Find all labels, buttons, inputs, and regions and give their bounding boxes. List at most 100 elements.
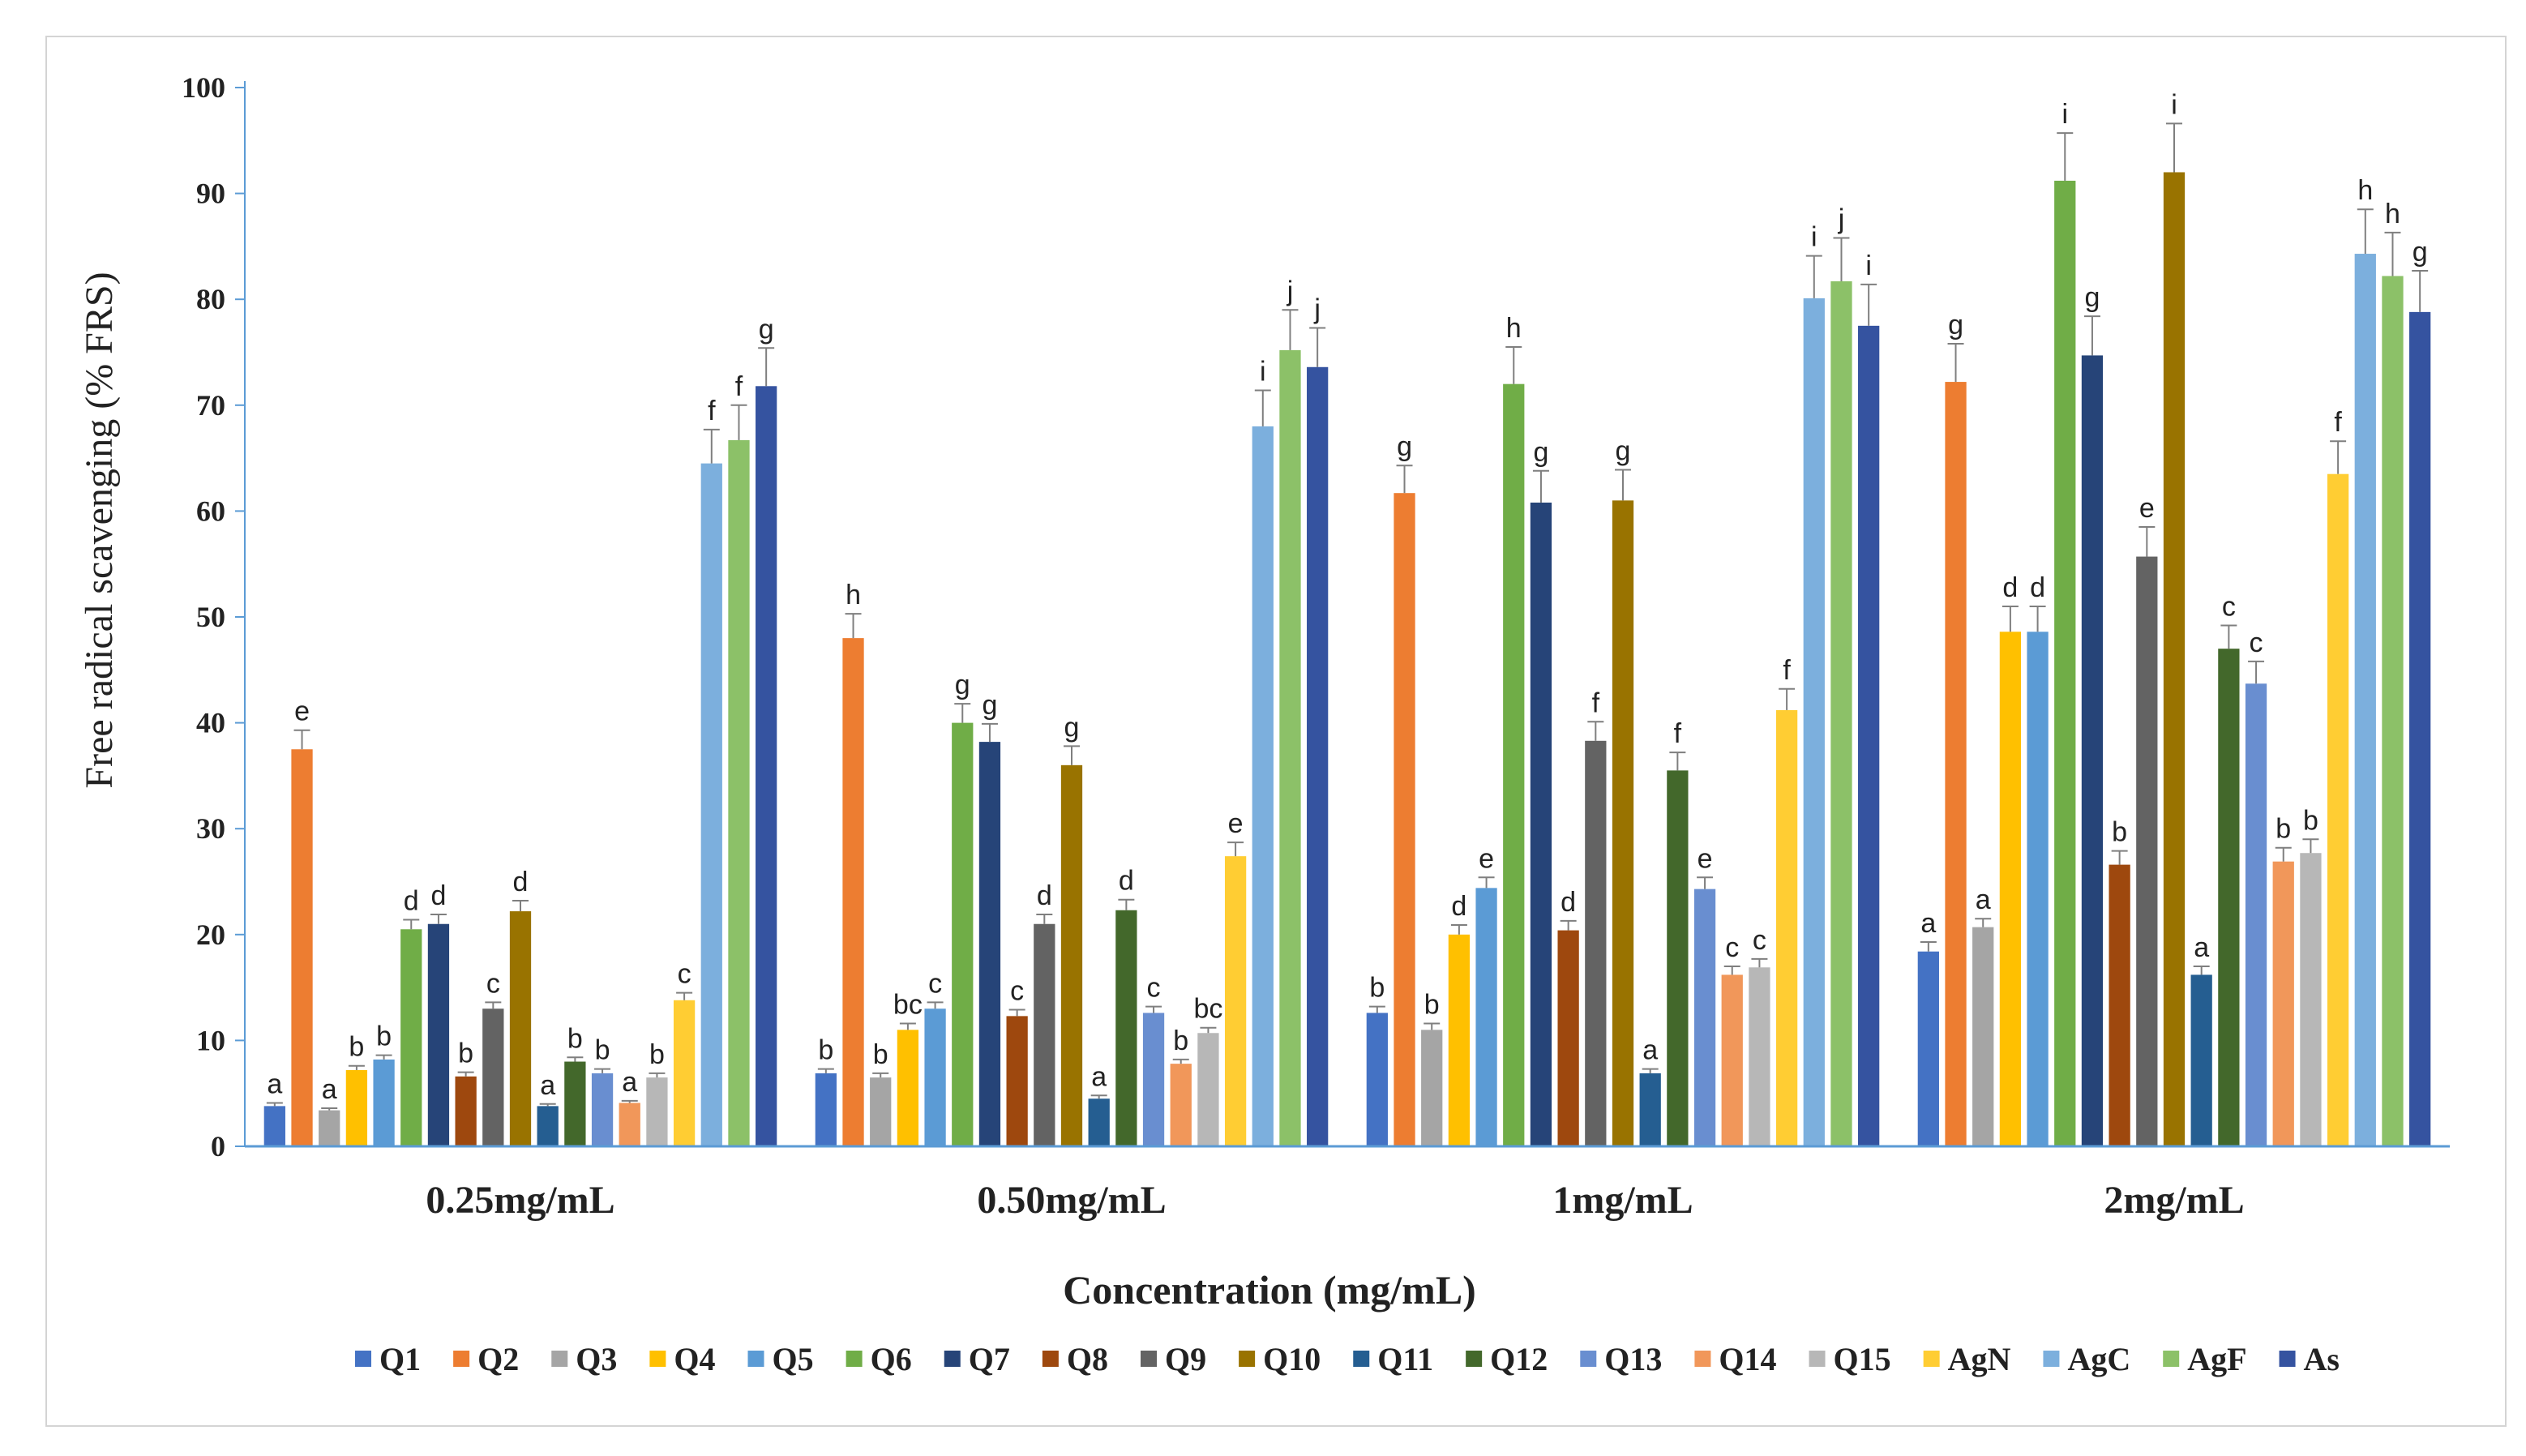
bar-q15	[646, 1077, 668, 1146]
significance-label: c	[2222, 591, 2236, 622]
y-axis-title: Free radical scavenging (% FRS)	[78, 272, 121, 788]
significance-label: h	[846, 580, 861, 610]
legend-label-q4: Q4	[674, 1341, 715, 1377]
significance-label: f	[1592, 687, 1600, 718]
bar-q6	[952, 722, 974, 1146]
bar-q8	[1557, 930, 1579, 1146]
legend-swatch-q2	[453, 1351, 470, 1367]
legend-label-q1: Q1	[379, 1341, 421, 1377]
bar-q4	[345, 1069, 368, 1146]
y-tick-label: 60	[196, 495, 225, 527]
significance-label: b	[349, 1032, 364, 1063]
significance-label: h	[2357, 175, 2373, 206]
significance-label: g	[955, 670, 970, 700]
bar-q8	[455, 1076, 477, 1146]
bar-q6	[1503, 383, 1525, 1146]
significance-label: h	[1506, 313, 1522, 344]
significance-label: b	[595, 1035, 610, 1066]
bar-q10	[2163, 172, 2186, 1147]
bar-q14	[619, 1103, 640, 1146]
significance-label: j	[1838, 203, 1845, 234]
significance-label: e	[1479, 843, 1494, 874]
legend-swatch-q1	[355, 1351, 371, 1367]
y-tick-label: 30	[196, 812, 225, 845]
legend: Q1 Q2 Q3 Q4 Q5 Q6 Q7 Q8 Q9 Q10 Q11 Q12 Q13 Q14 Q15 AgN A…	[355, 1341, 2340, 1377]
significance-label: d	[2030, 572, 2045, 603]
bar-q3	[1421, 1030, 1443, 1146]
significance-label: j	[1313, 293, 1321, 324]
bar-as	[756, 386, 777, 1146]
significance-label: b	[1424, 990, 1440, 1021]
significance-label: b	[376, 1021, 392, 1052]
legend-label-q11: Q11	[1377, 1341, 1433, 1377]
significance-label: d	[1037, 880, 1052, 911]
significance-label: f	[2334, 407, 2342, 438]
bar-q2	[1394, 493, 1415, 1146]
bar-q6	[2054, 180, 2076, 1147]
bar-q3	[870, 1077, 892, 1146]
legend-label-q9: Q9	[1165, 1341, 1206, 1377]
y-tick-label: 20	[196, 919, 225, 951]
significance-label: d	[1451, 891, 1466, 922]
legend-label-agc: AgC	[2067, 1341, 2130, 1377]
bar-q2	[1945, 382, 1967, 1146]
significance-label: i	[1811, 222, 1817, 253]
legend-swatch-q6	[846, 1351, 863, 1367]
legend-swatch-q7	[944, 1351, 961, 1367]
bar-q10	[1060, 764, 1083, 1146]
bar-agc	[700, 463, 722, 1146]
significance-label: a	[1976, 884, 1991, 915]
significance-label: g	[982, 690, 997, 721]
bar-q11	[537, 1106, 559, 1146]
bar-q4	[1448, 934, 1471, 1146]
significance-label: d	[1119, 866, 1134, 897]
bar-q7	[2081, 355, 2104, 1147]
significance-label: g	[1533, 437, 1548, 468]
significance-label: c	[678, 959, 691, 990]
legend-label-q2: Q2	[477, 1341, 519, 1377]
significance-label: bc	[1193, 994, 1222, 1025]
bar-q11	[2190, 974, 2212, 1146]
legend-label-q15: Q15	[1834, 1341, 1891, 1377]
significance-label: i	[1865, 251, 1872, 281]
significance-label: g	[1397, 431, 1412, 462]
legend-swatch-q15	[1809, 1351, 1826, 1367]
legend-swatch-q8	[1042, 1351, 1059, 1367]
bar-q1	[815, 1073, 837, 1146]
bar-as	[2409, 311, 2431, 1146]
significance-label: e	[1228, 808, 1244, 839]
legend-label-q7: Q7	[969, 1341, 1010, 1377]
bar-q11	[1639, 1073, 1661, 1146]
bar-q2	[842, 638, 864, 1146]
bar-q12	[1115, 910, 1137, 1146]
bar-q12	[2218, 649, 2240, 1146]
bar-q7	[427, 923, 450, 1146]
bar-q7	[1530, 502, 1552, 1146]
significance-label: e	[1698, 843, 1713, 874]
bar-as	[1858, 325, 1880, 1147]
bar-q6	[400, 929, 422, 1146]
y-tick-label: 70	[196, 389, 225, 422]
significance-label: b	[1173, 1026, 1188, 1056]
bar-agn	[2327, 473, 2349, 1146]
bar-q7	[978, 742, 1001, 1146]
y-tick-label: 100	[182, 71, 225, 104]
bar-agc	[2354, 254, 2376, 1146]
significance-label: b	[1369, 973, 1385, 1004]
significance-label: a	[1091, 1061, 1107, 1092]
x-axis-title: Concentration (mg/mL)	[1063, 1267, 1476, 1313]
bar-q13	[1693, 889, 1716, 1146]
bar-q12	[564, 1061, 586, 1146]
bar-q9	[482, 1008, 504, 1146]
bar-q10	[1612, 500, 1634, 1146]
bar-agn	[1224, 856, 1247, 1146]
x-tick-label: 2mg/mL	[2104, 1179, 2244, 1222]
significance-label: f	[1783, 655, 1791, 686]
x-tick-label: 0.25mg/mL	[426, 1179, 614, 1222]
legend-label-q12: Q12	[1490, 1341, 1548, 1377]
bar-q1	[263, 1106, 285, 1146]
significance-label: g	[2084, 282, 2100, 313]
y-tick-label: 0	[211, 1130, 225, 1163]
bar-q9	[1034, 923, 1055, 1146]
